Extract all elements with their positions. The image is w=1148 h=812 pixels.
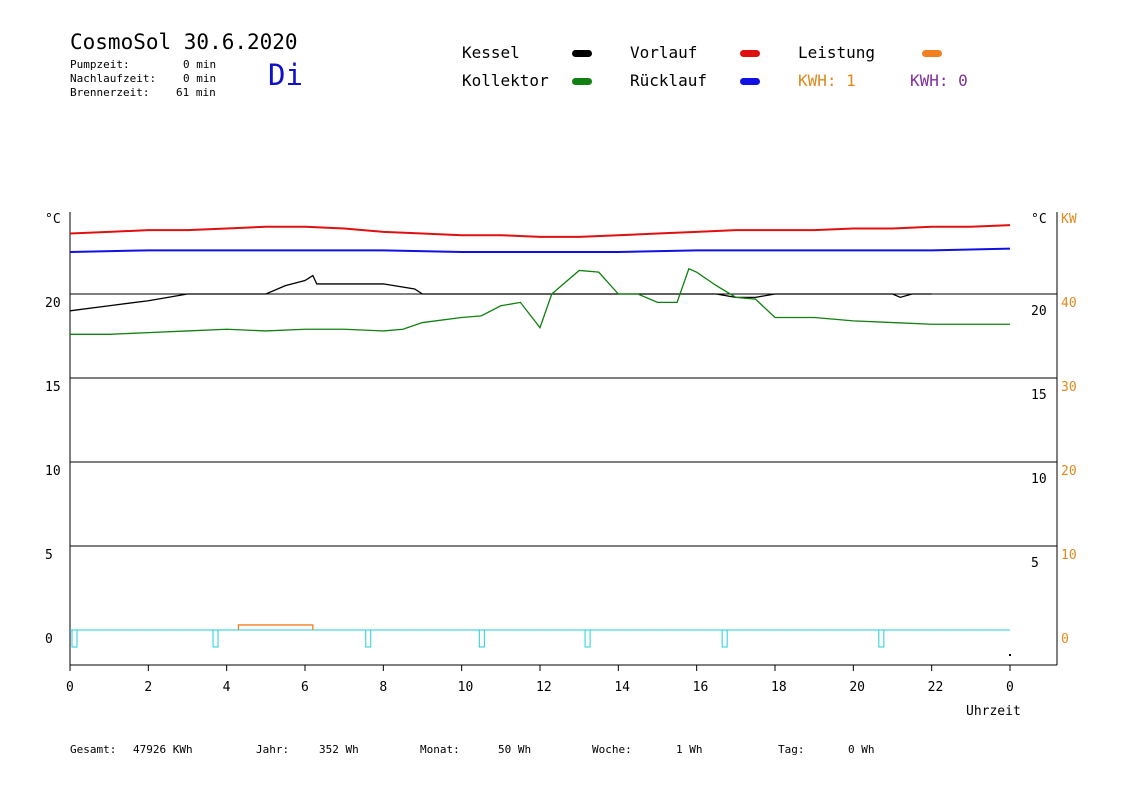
y-unit-right-inner: °C bbox=[1031, 212, 1047, 227]
stat-brennerzeit-value: 61 min bbox=[176, 86, 216, 99]
legend-ruecklauf-swatch bbox=[740, 78, 760, 85]
end-marker bbox=[1009, 654, 1011, 656]
stat-nachlaufzeit-value: 0 min bbox=[183, 72, 217, 85]
legend-vorlauf-swatch bbox=[740, 50, 760, 57]
x-tick-label: 8 bbox=[379, 680, 387, 695]
burner-mark bbox=[478, 629, 485, 648]
burner-mark bbox=[878, 629, 885, 648]
weekday-label: Di bbox=[268, 58, 303, 92]
y-tick-right: 0 bbox=[1061, 632, 1069, 647]
x-tick-label: 10 bbox=[458, 680, 474, 695]
footer-tag-label: Tag: bbox=[778, 743, 805, 756]
y-tick-right: 20 bbox=[1061, 464, 1077, 479]
legend-vorlauf-label: Vorlauf bbox=[630, 43, 698, 62]
legend-kollektor-swatch bbox=[572, 78, 592, 85]
series-line-kessel bbox=[69, 274, 932, 312]
series-line-kollektor bbox=[70, 267, 1010, 335]
x-tick-label: 0 bbox=[66, 680, 74, 695]
y-tick-right-inner: 20 bbox=[1031, 304, 1047, 319]
x-tick-label: 14 bbox=[614, 680, 630, 695]
x-tick-label: 22 bbox=[928, 680, 944, 695]
burner-mark bbox=[212, 629, 219, 648]
footer-jahr-value: 352 Wh bbox=[319, 743, 359, 756]
burner-mark bbox=[365, 629, 372, 648]
x-tick-label: 16 bbox=[693, 680, 709, 695]
y-unit-left: °C bbox=[45, 212, 61, 227]
stat-brennerzeit-label: Brennerzeit: bbox=[70, 86, 150, 99]
x-tick-label: 12 bbox=[536, 680, 552, 695]
kwh-solar-label: KWH: 1 bbox=[798, 71, 856, 90]
y-tick-left: 20 bbox=[45, 296, 61, 311]
y-tick-left: 15 bbox=[45, 380, 61, 395]
y-tick-right: 10 bbox=[1061, 548, 1077, 563]
y-unit-right: KW bbox=[1061, 212, 1077, 227]
series-line-leistung bbox=[237, 624, 314, 630]
legend-kessel-label: Kessel bbox=[462, 43, 520, 62]
y-tick-left: 5 bbox=[45, 548, 53, 563]
x-tick-label: 4 bbox=[223, 680, 231, 695]
footer-woche-value: 1 Wh bbox=[676, 743, 703, 756]
burner-mark bbox=[721, 629, 728, 648]
stat-nachlaufzeit-label: Nachlaufzeit: bbox=[70, 72, 157, 85]
footer-woche-label: Woche: bbox=[592, 743, 632, 756]
y-tick-right: 30 bbox=[1061, 380, 1077, 395]
chart-title: CosmoSol 30.6.2020 bbox=[70, 30, 298, 54]
footer-monat-label: Monat: bbox=[420, 743, 460, 756]
y-tick-right-inner: 10 bbox=[1031, 472, 1047, 487]
series-line-ruecklauf bbox=[69, 247, 1011, 253]
burner-mark bbox=[584, 629, 591, 648]
stat-pumpzeit-value: 0 min bbox=[183, 58, 217, 71]
x-tick-label: 18 bbox=[771, 680, 787, 695]
legend-kollektor-label: Kollektor bbox=[462, 71, 549, 90]
legend-leistung-swatch bbox=[922, 50, 942, 57]
footer-tag-value: 0 Wh bbox=[848, 743, 875, 756]
kwh-burner-label: KWH: 0 bbox=[910, 71, 968, 90]
x-tick-label: 2 bbox=[144, 680, 152, 695]
burner-mark bbox=[71, 629, 78, 648]
y-tick-left: 10 bbox=[45, 464, 61, 479]
y-tick-right-inner: 5 bbox=[1031, 556, 1039, 571]
x-axis-label: Uhrzeit bbox=[966, 704, 1021, 719]
y-tick-right: 40 bbox=[1061, 296, 1077, 311]
legend-ruecklauf-label: Rücklauf bbox=[630, 71, 708, 90]
footer-jahr-label: Jahr: bbox=[256, 743, 290, 756]
stat-pumpzeit-label: Pumpzeit: bbox=[70, 58, 130, 71]
legend-leistung-label: Leistung bbox=[798, 43, 876, 62]
legend-kessel-swatch bbox=[572, 50, 592, 57]
x-tick-label: 20 bbox=[849, 680, 865, 695]
footer-gesamt-label: Gesamt: bbox=[70, 743, 117, 756]
x-tick-label: 6 bbox=[301, 680, 309, 695]
y-tick-left: 0 bbox=[45, 632, 53, 647]
footer-gesamt-value: 47926 KWh bbox=[133, 743, 193, 756]
x-tick-label: 0 bbox=[1006, 680, 1014, 695]
footer-monat-value: 50 Wh bbox=[498, 743, 532, 756]
series-line-vorlauf bbox=[69, 224, 1011, 238]
y-tick-right-inner: 15 bbox=[1031, 388, 1047, 403]
